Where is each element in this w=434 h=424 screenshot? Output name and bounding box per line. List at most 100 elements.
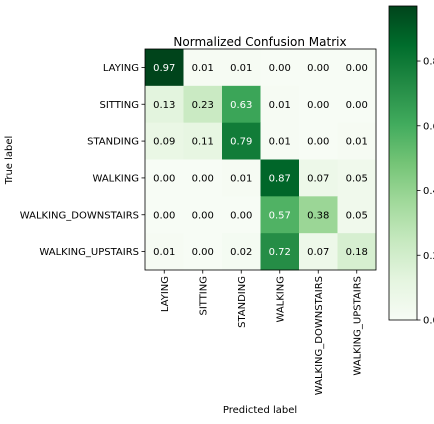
heatmap-cell [145,49,184,87]
heatmap-cell [145,85,184,124]
x-tick-labels: LAYING SITTING STANDING WALKING WALKING_DOWN… [160,270,363,395]
colorbar-tick-label: 0.8 [423,57,434,68]
cell-value-label: 0.11 [192,137,214,148]
cell-value-labels: 0.97 0.01 0.01 0.00 0.00 0.00 0.13 0.23 0.63 0.01… [153,63,368,258]
cell-value-label: 0.00 [307,63,329,74]
heatmap-cell [299,233,338,271]
heatmap-cell [222,122,261,160]
cell-value-label: 0.79 [230,137,252,148]
cell-value-label: 0.02 [230,247,252,258]
heatmap-cell [183,233,223,271]
colorbar-tick-label: 0.0 [423,316,434,327]
y-tick-label: WALKING_UPSTAIRS [39,247,139,258]
x-tick-label: SITTING [198,276,209,316]
chart-title: Normalized Confusion Matrix [173,35,346,49]
colorbar-ticks: 0.0 0.2 0.4 0.6 0.8 [417,57,434,327]
cell-value-label: 0.00 [269,63,291,74]
colorbar-tick-label: 0.4 [423,186,434,197]
colorbar-tick-label: 0.6 [423,121,434,132]
cell-value-label: 0.18 [346,247,368,258]
heatmap-cell [337,85,377,124]
heatmap-cell [299,122,338,160]
cell-value-label: 0.00 [230,210,252,221]
cell-value-label: 0.07 [307,173,329,184]
cell-value-label: 0.87 [269,173,291,184]
y-tick-label: STANDING [87,137,139,148]
cell-value-label: 0.63 [230,100,252,111]
heatmap-cell [222,159,261,197]
y-tick-label: SITTING [99,100,139,111]
heatmap-cell [299,196,338,234]
heatmap-cell [260,49,300,87]
heatmap-cell [145,196,184,234]
heatmap-cell [337,233,377,271]
heatmap-cell [299,85,338,124]
cell-value-label: 0.07 [307,247,329,258]
heatmap-cell [260,159,300,197]
y-axis-label: True label [4,136,15,186]
heatmap-cell [337,159,377,197]
cell-value-label: 0.00 [192,247,214,258]
heatmap-cell [337,196,377,234]
y-tick-label: WALKING [93,173,140,184]
cell-value-label: 0.13 [153,100,175,111]
cell-value-label: 0.01 [230,173,252,184]
cell-value-label: 0.00 [192,173,214,184]
y-tick-label: WALKING_DOWNSTAIRS [20,210,139,221]
cell-value-label: 0.23 [192,100,214,111]
plot-frame [144,48,377,271]
cell-value-label: 0.01 [192,63,214,74]
heatmap-cell [260,122,300,160]
heatmap-cell [183,159,223,197]
x-tick-label: WALKING_DOWNSTAIRS [314,276,325,395]
cell-value-label: 0.09 [153,137,175,148]
heatmap-cell [337,122,377,160]
heatmap-cell [260,196,300,234]
heatmap-cell [260,233,300,271]
cell-value-label: 0.01 [346,137,368,148]
heatmap-cell [145,159,184,197]
cell-value-label: 0.00 [346,100,368,111]
cell-value-label: 0.97 [153,63,175,74]
cell-value-label: 0.00 [153,210,175,221]
cell-value-label: 0.01 [269,137,291,148]
heatmap-cell [183,85,223,124]
cell-value-label: 0.01 [269,100,291,111]
cell-value-label: 0.00 [307,100,329,111]
heatmap-cell [299,159,338,197]
colorbar-tick-label: 0.2 [423,251,434,262]
heatmap-cell [222,196,261,234]
x-tick-label: LAYING [160,276,171,312]
heatmap-cell [183,196,223,234]
x-tick-label: WALKING_UPSTAIRS [352,276,363,376]
cell-value-label: 0.05 [346,173,368,184]
cell-value-label: 0.00 [307,137,329,148]
cell-value-label: 0.01 [153,247,175,258]
heatmap-cell [222,49,261,87]
cell-value-label: 0.05 [346,210,368,221]
heatmap-cell [183,49,223,87]
heatmap-cell [260,85,300,124]
cell-value-label: 0.01 [230,63,252,74]
heatmap-cell [337,49,377,87]
heatmap-cell [145,233,184,271]
colorbar [388,5,418,321]
x-tick-label: WALKING [275,276,286,323]
y-tick-label: LAYING [103,63,139,74]
heatmap-cell [222,233,261,271]
cell-value-label: 0.00 [346,63,368,74]
x-axis-label: Predicted label [223,405,297,416]
heatmap-cell [183,122,223,160]
cell-value-label: 0.00 [153,173,175,184]
y-tick-labels: LAYING SITTING STANDING WALKING WALKING_DOWN… [20,63,145,258]
heatmap-cell [299,49,338,87]
heatmap-cell [145,122,184,160]
heatmap-cells [145,49,377,271]
cell-value-label: 0.57 [269,210,291,221]
cell-value-label: 0.00 [192,210,214,221]
cell-value-label: 0.72 [269,247,291,258]
cell-value-label: 0.38 [307,210,329,221]
heatmap-cell [222,85,261,124]
